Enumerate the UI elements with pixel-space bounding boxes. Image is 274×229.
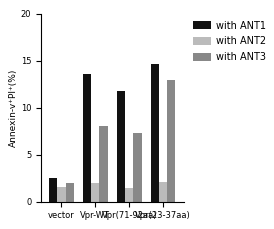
- Bar: [65, 183, 74, 202]
- Y-axis label: Annexin-v⁺PI⁺(%): Annexin-v⁺PI⁺(%): [9, 68, 18, 147]
- Bar: [151, 64, 159, 202]
- Legend: with ANT1, with ANT2, with ANT3: with ANT1, with ANT2, with ANT3: [191, 19, 268, 64]
- Bar: [91, 183, 99, 202]
- Bar: [125, 188, 133, 202]
- Bar: [83, 74, 91, 202]
- Bar: [133, 133, 141, 202]
- Bar: [99, 126, 108, 202]
- Bar: [57, 187, 65, 202]
- Bar: [117, 91, 125, 202]
- Bar: [159, 182, 167, 202]
- Bar: [167, 80, 175, 202]
- Bar: [49, 178, 57, 202]
